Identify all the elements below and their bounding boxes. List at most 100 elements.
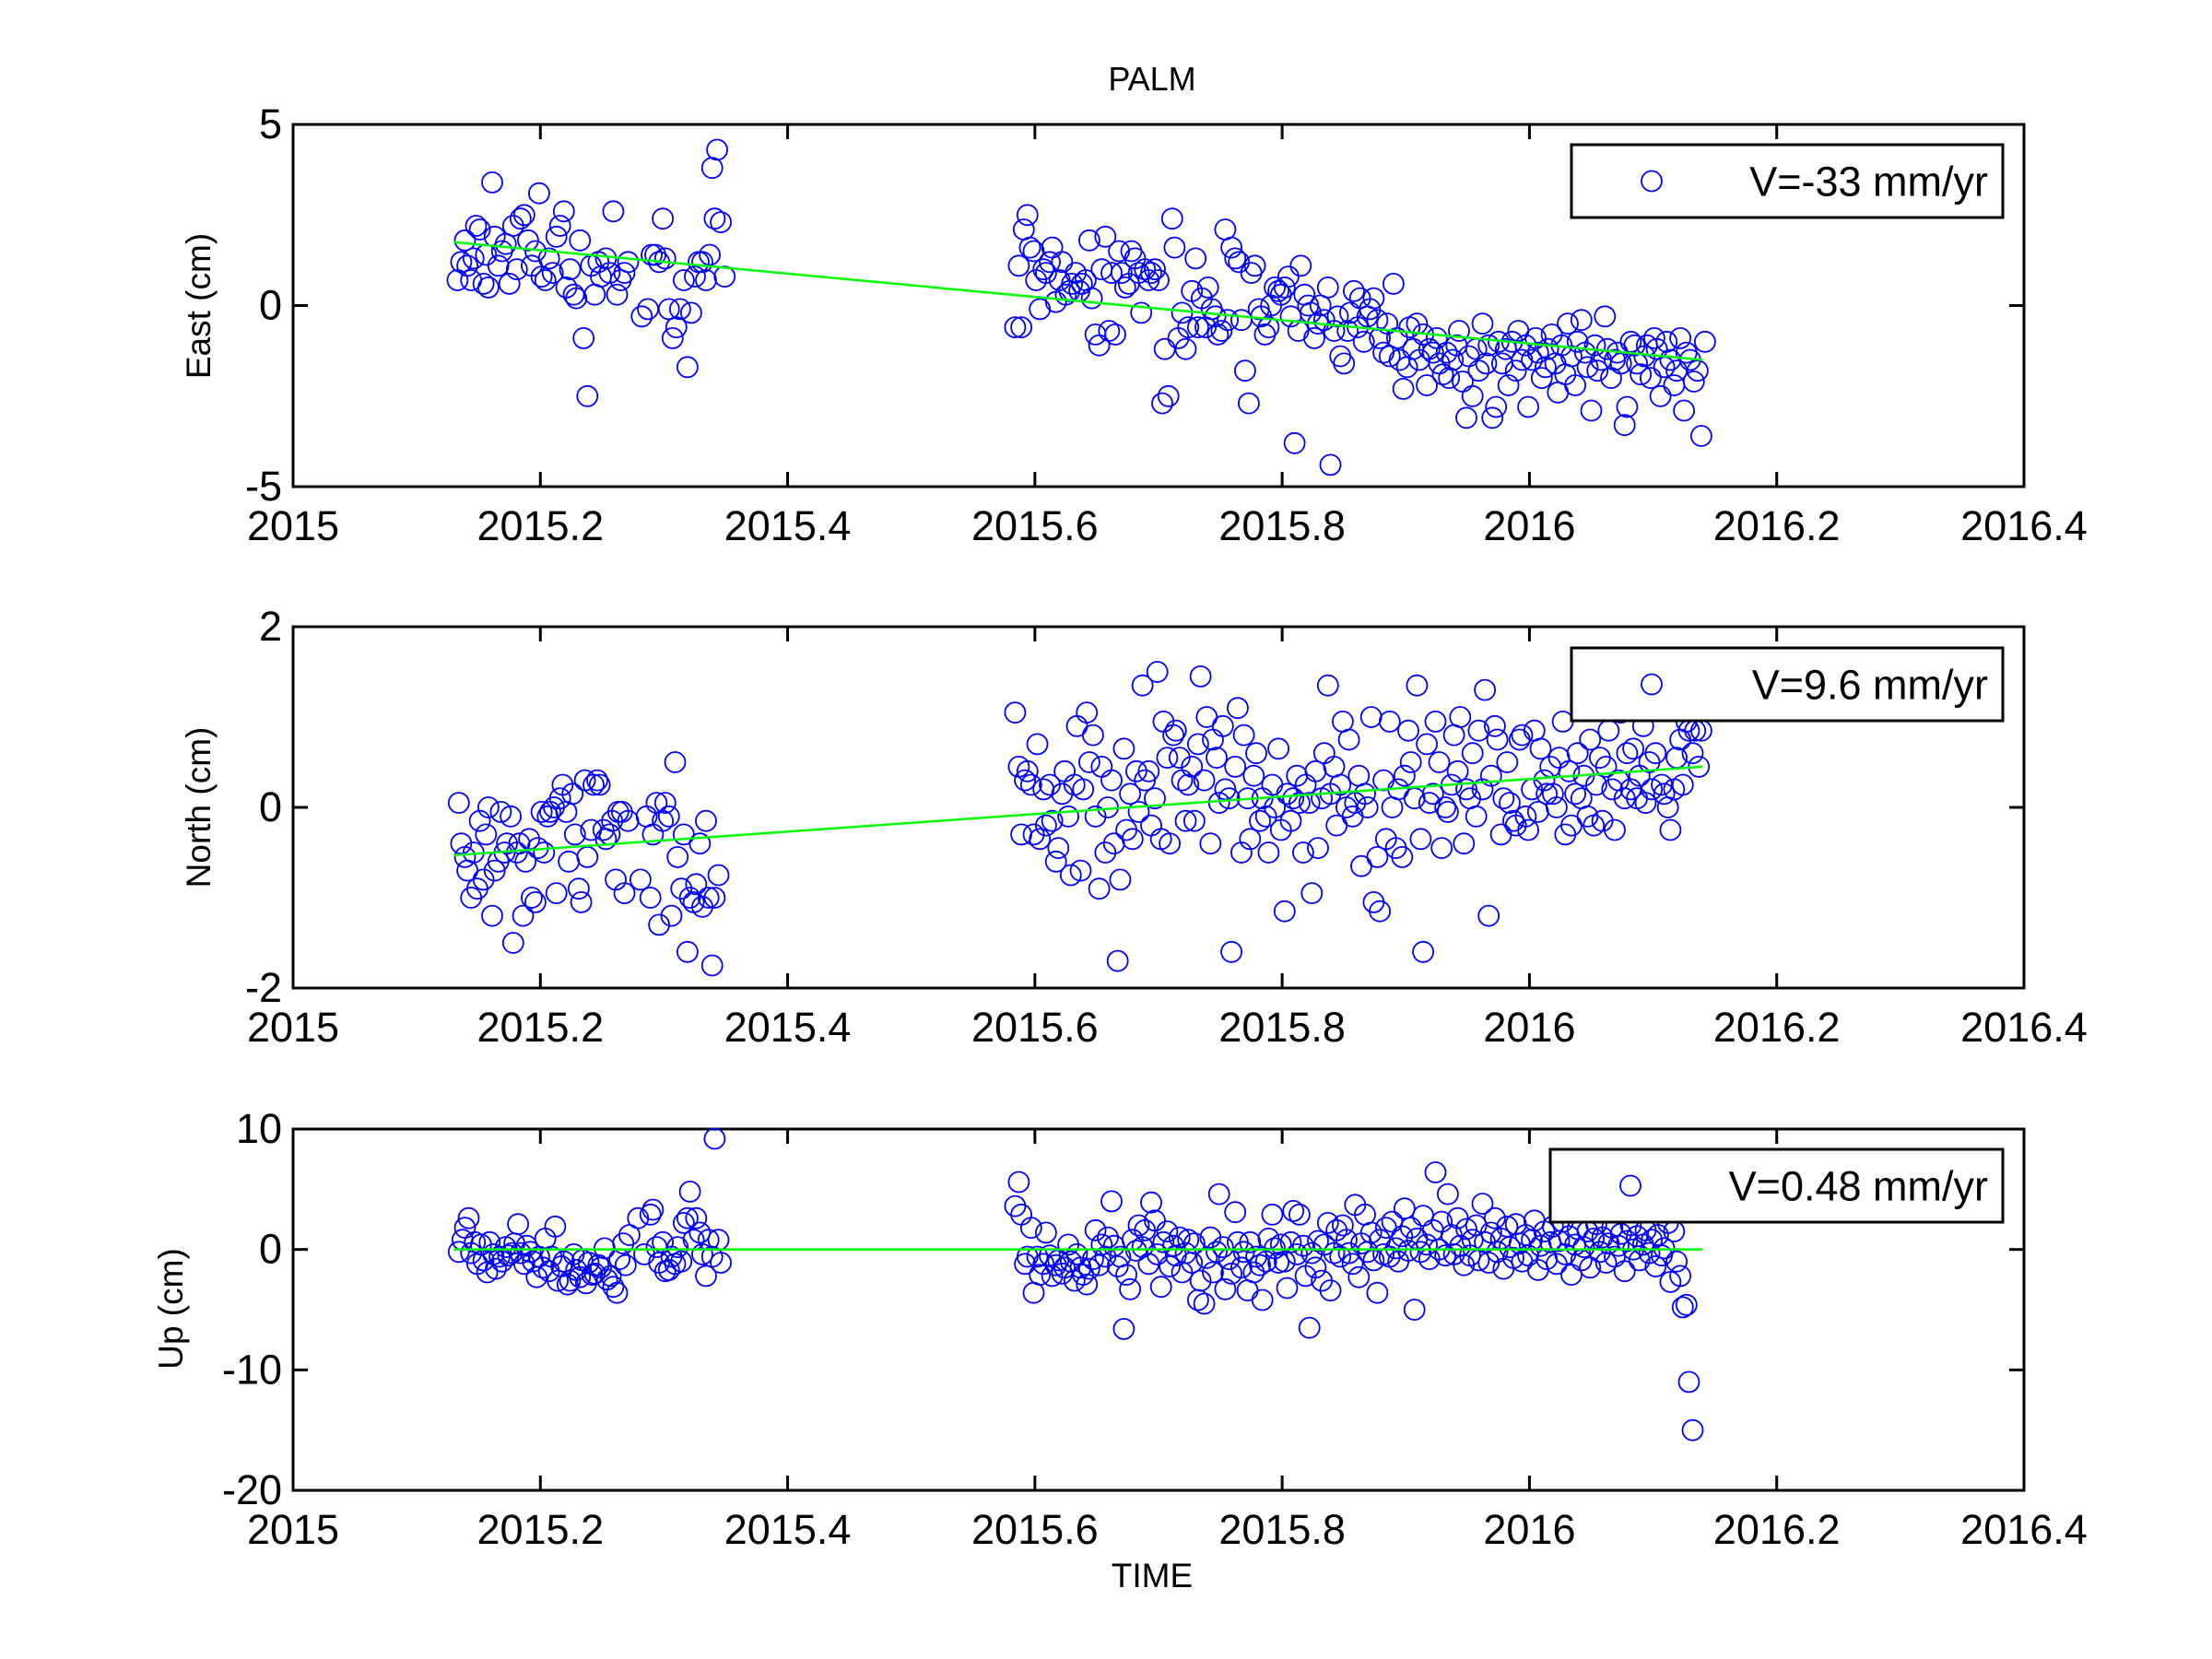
up-data-point — [1251, 1288, 1274, 1312]
east-data-point — [1669, 326, 1691, 349]
north-data-point — [1329, 773, 1352, 796]
north-data-point — [514, 850, 537, 873]
east-data-point — [1196, 276, 1219, 299]
up-data-point — [606, 1281, 629, 1304]
up-panel: Up (cm) 2015 2015.2 2015.4 2015.6 2015.8 2016… — [152, 1105, 2088, 1553]
up-data-point — [1304, 1256, 1327, 1279]
up-data-point — [1446, 1206, 1469, 1230]
east-data-point — [481, 171, 503, 194]
up-data-point — [1269, 1233, 1292, 1256]
north-data-point — [1131, 674, 1154, 697]
up-data-point — [515, 1234, 538, 1257]
east-data-point — [548, 215, 571, 237]
up-data-point — [1162, 1234, 1184, 1257]
north-data-point — [1316, 674, 1339, 697]
east-data-point — [1032, 258, 1055, 281]
east-data-point — [1210, 320, 1233, 342]
east-data-point — [512, 204, 535, 227]
north-y-tick-label: 0 — [259, 783, 282, 830]
east-data-point — [569, 229, 592, 252]
east-data-point — [630, 305, 653, 328]
north-y-tick-label: 2 — [259, 603, 282, 650]
up-data-point — [1644, 1255, 1667, 1277]
east-data-point — [517, 229, 539, 252]
up-data-point — [602, 1276, 625, 1299]
north-data-point — [1227, 697, 1249, 720]
east-data-point — [1524, 326, 1547, 349]
north-legend-marker — [1641, 673, 1663, 696]
up-data-point — [1214, 1277, 1237, 1300]
north-data-point — [613, 882, 636, 904]
up-data-point — [532, 1256, 554, 1279]
east-data-point — [1580, 399, 1603, 422]
east-data-point — [1303, 326, 1325, 349]
east-data-point — [699, 243, 721, 266]
up-x-tick-label: 2016.4 — [1960, 1506, 2088, 1553]
north-data-point — [697, 887, 720, 909]
north-x-tick-label: 2015.8 — [1218, 1004, 1346, 1051]
north-data-point — [1533, 769, 1556, 792]
east-data-point — [450, 251, 473, 274]
east-data-point — [1177, 316, 1200, 339]
up-data-point — [1152, 1230, 1175, 1253]
east-data-point — [1564, 374, 1586, 396]
east-data-point — [1289, 254, 1312, 277]
north-data-point — [1354, 782, 1376, 806]
up-data-point — [1100, 1190, 1123, 1213]
up-data-point — [1207, 1182, 1230, 1206]
east-data-point — [1557, 312, 1579, 335]
up-data-point — [1016, 1245, 1039, 1268]
up-y-tick-label: -20 — [222, 1466, 282, 1513]
up-data-point — [1035, 1221, 1057, 1244]
north-data-point — [1474, 678, 1496, 701]
north-data-point — [1644, 742, 1667, 765]
north-data-point — [1356, 796, 1379, 818]
up-legend-box — [1548, 1147, 2005, 1224]
up-data-point — [1029, 1264, 1052, 1286]
north-data-point — [1267, 737, 1289, 760]
up-data-point — [577, 1252, 600, 1274]
north-data-point — [1455, 778, 1477, 801]
north-data-point — [1492, 787, 1515, 810]
north-data-point — [512, 904, 535, 927]
east-data-point — [617, 251, 640, 274]
east-x-tick-label: 2015.4 — [724, 502, 852, 549]
east-data-point — [1583, 334, 1606, 357]
east-data-point — [453, 229, 477, 252]
north-x-tick-label: 2016.2 — [1713, 1004, 1841, 1051]
east-data-point — [1481, 406, 1504, 429]
up-data-point — [447, 1241, 470, 1264]
north-data-point — [1014, 769, 1036, 792]
up-data-point — [485, 1257, 507, 1280]
east-data-point — [1485, 395, 1508, 418]
up-data-point — [1127, 1214, 1150, 1237]
north-data-point — [1057, 805, 1079, 828]
figure-title: PALM — [1108, 60, 1195, 98]
east-data-point — [1576, 356, 1599, 379]
up-data-point — [657, 1259, 680, 1281]
east-data-point — [1640, 367, 1662, 390]
north-data-point — [1622, 737, 1644, 760]
north-data-point — [1189, 665, 1212, 688]
north-data-point — [1162, 724, 1184, 747]
up-data-point — [1292, 1234, 1314, 1257]
east-data-point — [565, 287, 588, 310]
north-data-point — [652, 809, 674, 832]
north-data-point — [1218, 787, 1241, 810]
north-x-tick-label: 2015.6 — [971, 1004, 1099, 1051]
up-data-point — [1193, 1292, 1216, 1315]
north-data-point — [1174, 809, 1197, 832]
east-data-point — [1130, 301, 1153, 324]
up-data-point — [670, 1250, 693, 1273]
east-data-point — [1238, 392, 1260, 415]
east-data-point — [1051, 251, 1074, 274]
north-data-point — [685, 873, 708, 896]
up-data-point — [1164, 1244, 1187, 1267]
east-data-point — [1018, 236, 1041, 259]
east-panel: East (cm) 2015 2015.2 2015.4 2015.6 2015.8 20… — [180, 100, 2088, 549]
north-data-point — [563, 823, 586, 846]
east-data-point — [1594, 305, 1617, 328]
north-data-point — [545, 882, 568, 904]
east-data-point — [477, 276, 500, 299]
up-data-point — [1437, 1182, 1459, 1206]
